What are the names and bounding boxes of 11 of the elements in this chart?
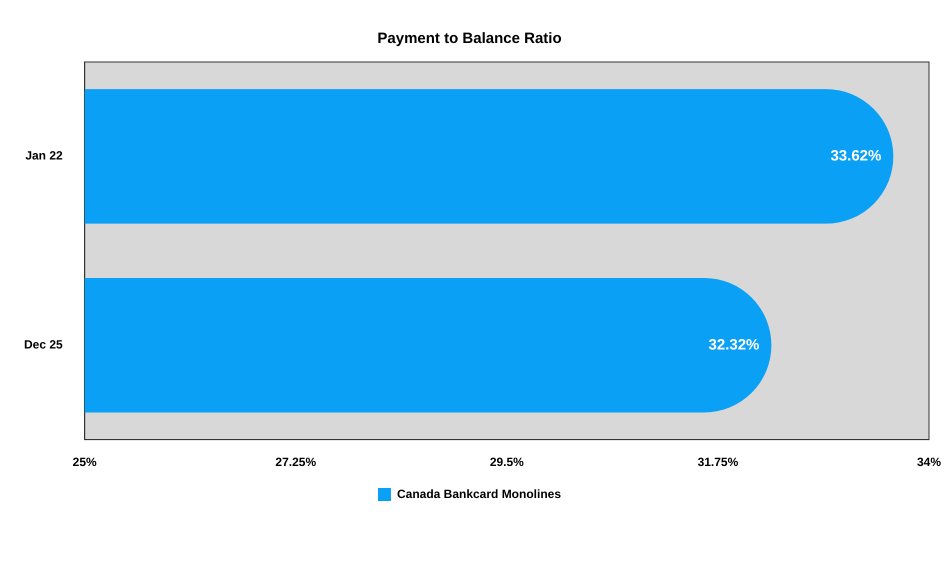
x-tick-label: 25% [72,455,98,470]
x-tick-label: 27.25% [275,455,316,470]
chart-title: Payment to Balance Ratio [377,30,562,48]
y-tick-label: Dec 25 [24,338,64,352]
x-tick-label: 31.75% [698,455,739,470]
x-tick-label: 29.5% [490,455,524,470]
legend-label: Canada Bankcard Monolines [396,486,562,501]
x-tick-label: 34% [916,455,942,470]
y-tick-label: Jan 22 [25,148,64,163]
data-label: 32.32% [708,336,760,354]
data-label: 33.62% [830,148,882,165]
